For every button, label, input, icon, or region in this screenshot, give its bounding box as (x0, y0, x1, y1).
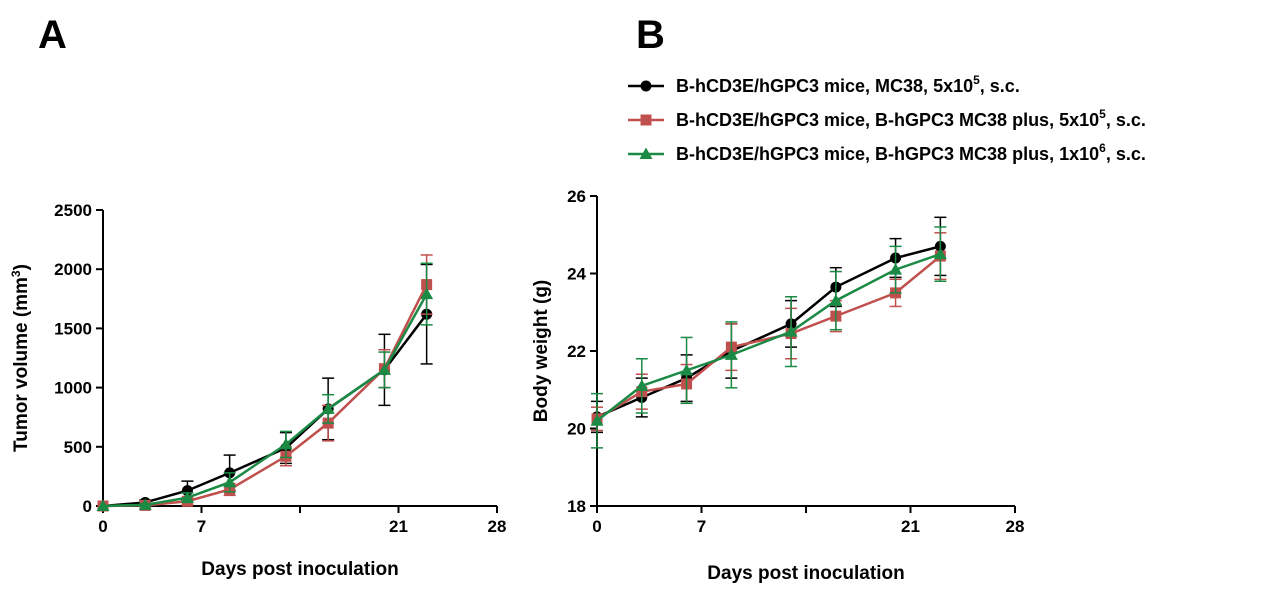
b-data-point (933, 247, 947, 260)
b-series-line (596, 252, 941, 422)
b-y-axis-title: Body weight (g) (531, 280, 552, 422)
legend: B-hCD3E/hGPC3 mice, MC38, 5x105, s.c. B-h… (628, 73, 1146, 164)
panel-a-label: A (38, 13, 67, 57)
legend-marker (639, 147, 653, 159)
b-data-point (635, 379, 649, 391)
legend-marker (640, 114, 652, 126)
a-data-point (223, 475, 237, 488)
a-data-point (377, 363, 391, 375)
legend-marker (640, 80, 652, 92)
legend-label: B-hCD3E/hGPC3 mice, B-hGPC3 MC38 plus, 1… (676, 141, 1146, 164)
a-x-tick-label: 21 (389, 517, 408, 536)
a-x-tick-label: 28 (488, 517, 507, 536)
a-y-axis-title: Tumor volume (mm3) (9, 264, 32, 452)
b-data-point (590, 414, 604, 426)
a-y-tick-label: 500 (64, 438, 92, 457)
b-y-tick-label: 18 (567, 497, 586, 516)
panel-b-label: B (636, 13, 665, 57)
b-y-tick-label: 26 (567, 187, 586, 206)
a-series-line (102, 293, 428, 508)
b-y-tick-label: 22 (567, 342, 586, 361)
b-y-tick-label: 20 (567, 420, 586, 439)
b-data-point (784, 325, 798, 337)
b-x-tick-label: 21 (901, 517, 920, 536)
b-data-point (680, 363, 694, 376)
b-series-line (596, 245, 941, 419)
legend-item: B-hCD3E/hGPC3 mice, B-hGPC3 MC38 plus, 5… (628, 107, 1146, 130)
b-x-tick-label: 7 (697, 517, 706, 536)
a-y-tick-label: 0 (83, 497, 92, 516)
b-x-axis-title: Days post inoculation (707, 563, 904, 584)
a-series-line (102, 313, 428, 508)
a-data-point (279, 437, 293, 450)
a-data-point (180, 491, 194, 503)
b-y-tick-label: 24 (567, 265, 586, 284)
chart-a-tumor-volume: 0 7 21 28 0 500 1000 1500 2000 2500 Days post inoc… (9, 201, 506, 580)
b-data-point (829, 294, 843, 306)
a-y-tick-label: 1500 (54, 319, 92, 338)
legend-item: B-hCD3E/hGPC3 mice, B-hGPC3 MC38 plus, 1… (628, 141, 1146, 164)
a-y-tick-label: 1000 (54, 379, 92, 398)
a-y-tick-label: 2500 (54, 201, 92, 220)
b-x-tick-label: 28 (1006, 517, 1025, 536)
b-data-point (724, 348, 738, 360)
legend-label: B-hCD3E/hGPC3 mice, MC38, 5x105, s.c. (676, 73, 1020, 96)
a-series-triangle (96, 262, 434, 511)
a-data-point (138, 498, 152, 510)
b-data-point (889, 263, 903, 275)
b-series-line (596, 255, 942, 420)
legend-item: B-hCD3E/hGPC3 mice, MC38, 5x105, s.c. (628, 73, 1020, 96)
a-y-tick-label: 2000 (54, 260, 92, 279)
a-data-point (96, 499, 110, 511)
b-series-circle (591, 216, 947, 434)
b-series-triangle (590, 226, 947, 449)
b-x-tick-label: 0 (592, 517, 601, 536)
a-data-point (420, 287, 434, 300)
legend-label: B-hCD3E/hGPC3 mice, B-hGPC3 MC38 plus, 5… (676, 107, 1146, 130)
a-data-point (321, 402, 335, 414)
a-x-axis-title: Days post inoculation (201, 559, 398, 580)
a-x-tick-label: 7 (197, 517, 206, 536)
chart-b-body-weight: 0 7 21 28 18 20 22 24 26 Days post inoculation Bod… (531, 187, 1024, 584)
a-series-line (102, 284, 428, 508)
a-x-tick-label: 0 (98, 517, 107, 536)
a-series-square (97, 254, 433, 512)
